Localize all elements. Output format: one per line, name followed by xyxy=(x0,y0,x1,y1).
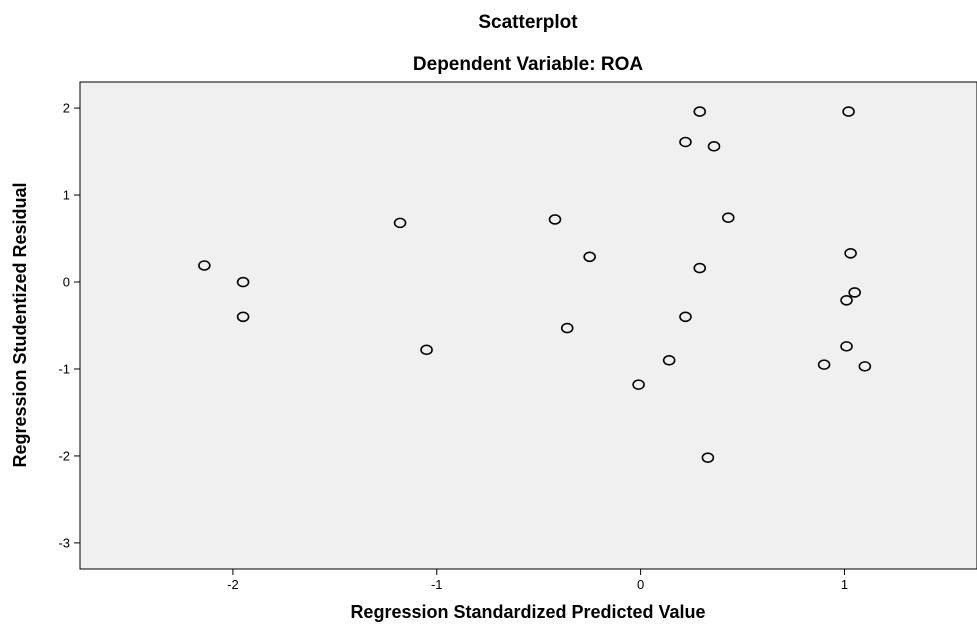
data-point xyxy=(560,322,574,334)
y-tick-label: 0 xyxy=(63,275,70,290)
x-axis-label: Regression Standardized Predicted Value xyxy=(350,602,705,622)
data-point xyxy=(662,354,676,366)
data-point xyxy=(858,361,872,372)
data-point xyxy=(721,212,735,223)
plot-area xyxy=(79,81,977,570)
data-point xyxy=(679,136,692,148)
chart-subtitle: Dependent Variable: ROA xyxy=(413,54,643,75)
data-point xyxy=(393,217,407,229)
x-tick-label: 1 xyxy=(841,577,848,592)
x-axis: -2 -1 0 1 xyxy=(227,569,848,592)
x-tick-label: 0 xyxy=(637,577,644,592)
data-point xyxy=(842,106,855,117)
data-point xyxy=(701,452,715,463)
chart-title: Scatterplot xyxy=(478,12,578,33)
y-tick-label: 2 xyxy=(63,101,70,116)
data-point xyxy=(679,311,692,323)
data-point xyxy=(420,344,433,356)
data-point xyxy=(632,379,645,390)
data-point xyxy=(693,106,707,117)
data-point xyxy=(840,341,853,352)
data-point xyxy=(236,311,250,323)
data-point xyxy=(236,276,250,288)
x-tick-label: -2 xyxy=(227,577,239,592)
x-tick-label: -1 xyxy=(431,577,443,592)
data-point xyxy=(707,141,721,152)
data-points xyxy=(198,106,872,463)
data-point xyxy=(693,262,707,274)
y-axis: 2 1 0 -1 -2 -3 xyxy=(58,101,80,550)
data-point xyxy=(198,260,211,271)
y-tick-label: -2 xyxy=(58,448,70,463)
y-tick-label: -1 xyxy=(58,361,70,376)
y-axis-label: Regression Studentized Residual xyxy=(10,182,30,467)
data-point xyxy=(844,248,857,259)
data-point xyxy=(817,359,831,370)
y-tick-label: -3 xyxy=(58,535,70,550)
data-point xyxy=(583,251,596,263)
data-point xyxy=(548,214,562,225)
data-point xyxy=(840,294,853,306)
data-point xyxy=(848,287,861,298)
y-tick-label: 1 xyxy=(63,188,70,203)
